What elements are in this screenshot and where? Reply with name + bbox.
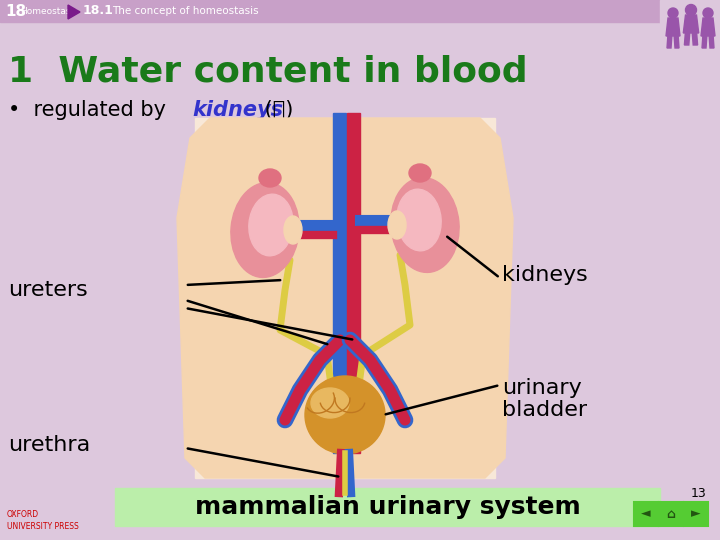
Polygon shape [68,5,80,19]
Text: OXFORD
UNIVERSITY PRESS: OXFORD UNIVERSITY PRESS [7,510,78,531]
Text: •  regulated by: • regulated by [8,100,173,120]
Ellipse shape [284,216,302,244]
Bar [333,113,346,453]
Polygon shape [666,18,680,36]
Circle shape [703,8,713,18]
Bar [347,113,360,453]
Text: urethra: urethra [8,435,90,455]
Bar [684,502,708,526]
Circle shape [685,4,696,16]
Polygon shape [683,15,698,33]
Bar [659,502,683,526]
Bar [115,488,660,526]
Ellipse shape [311,388,349,418]
Polygon shape [685,31,690,45]
Text: bladder: bladder [502,400,587,420]
Text: ureters: ureters [8,280,88,300]
Text: ►: ► [691,508,701,521]
Polygon shape [177,118,513,478]
Polygon shape [702,34,707,48]
Text: 18.1: 18.1 [83,4,114,17]
Bar [195,118,495,478]
Bar [0,0,720,22]
Text: kidneys: kidneys [192,100,283,120]
Text: kidneys: kidneys [502,265,588,285]
Text: ⌂: ⌂ [667,508,675,521]
Text: (腎): (腎) [258,100,293,120]
Text: urinary: urinary [502,378,582,398]
Bar [660,0,720,65]
Ellipse shape [388,211,406,239]
Ellipse shape [409,164,431,182]
Ellipse shape [397,189,441,251]
Polygon shape [674,34,679,48]
Polygon shape [667,34,672,48]
Text: mammalian urinary system: mammalian urinary system [195,495,581,519]
Text: The concept of homeostasis: The concept of homeostasis [112,6,258,16]
Text: ◄: ◄ [642,508,651,521]
Text: 13: 13 [690,487,706,500]
Ellipse shape [259,169,281,187]
Text: 18: 18 [5,3,26,18]
Polygon shape [692,31,698,45]
Text: 1  Water content in blood: 1 Water content in blood [8,55,528,89]
Text: Homeostasis: Homeostasis [20,6,78,16]
Ellipse shape [249,194,293,256]
Polygon shape [701,18,715,36]
Polygon shape [709,34,714,48]
Circle shape [668,8,678,18]
Ellipse shape [231,183,299,278]
Ellipse shape [391,178,459,272]
Bar [634,502,658,526]
Ellipse shape [305,376,385,454]
